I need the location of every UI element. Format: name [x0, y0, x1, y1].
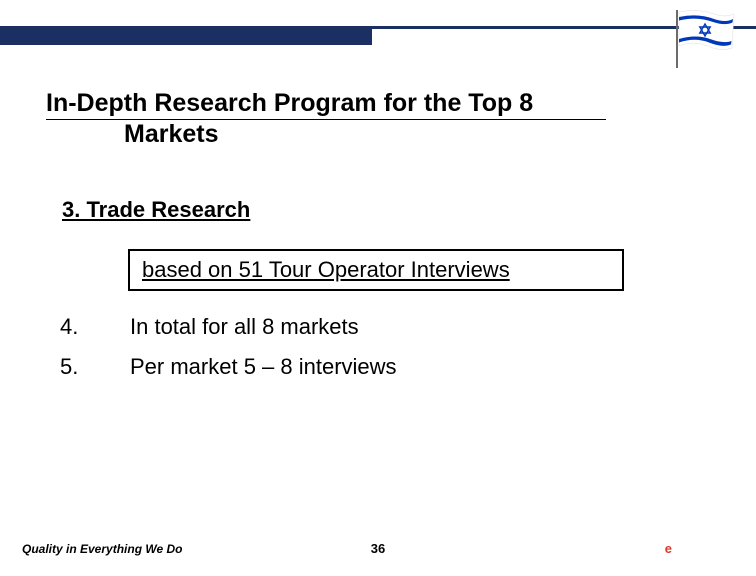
israel-flag-icon	[674, 6, 740, 72]
footer-right-mark: e	[665, 541, 672, 556]
footer-left: Quality in Everything We Do	[22, 542, 182, 556]
title-line1: In-Depth Research Program for the Top 8	[46, 89, 533, 117]
header-thick-bar	[0, 28, 372, 45]
list-item-number: 4.	[60, 314, 130, 340]
list-item-text: Per market 5 – 8 interviews	[130, 354, 397, 380]
numbered-list: 4. In total for all 8 markets 5. Per mar…	[60, 314, 397, 394]
footer-page-number: 36	[371, 541, 385, 556]
highlight-box-text: based on 51 Tour Operator Interviews	[142, 257, 510, 282]
list-item: 4. In total for all 8 markets	[60, 314, 397, 340]
list-item: 5. Per market 5 – 8 interviews	[60, 354, 397, 380]
list-item-text: In total for all 8 markets	[130, 314, 359, 340]
title-line2: Markets	[46, 120, 219, 148]
highlight-box: based on 51 Tour Operator Interviews	[128, 249, 624, 291]
title-underline	[46, 119, 606, 120]
list-item-number: 5.	[60, 354, 130, 380]
section-heading: 3. Trade Research	[62, 197, 250, 223]
slide: In-Depth Research Program for the Top 8 …	[0, 0, 756, 576]
